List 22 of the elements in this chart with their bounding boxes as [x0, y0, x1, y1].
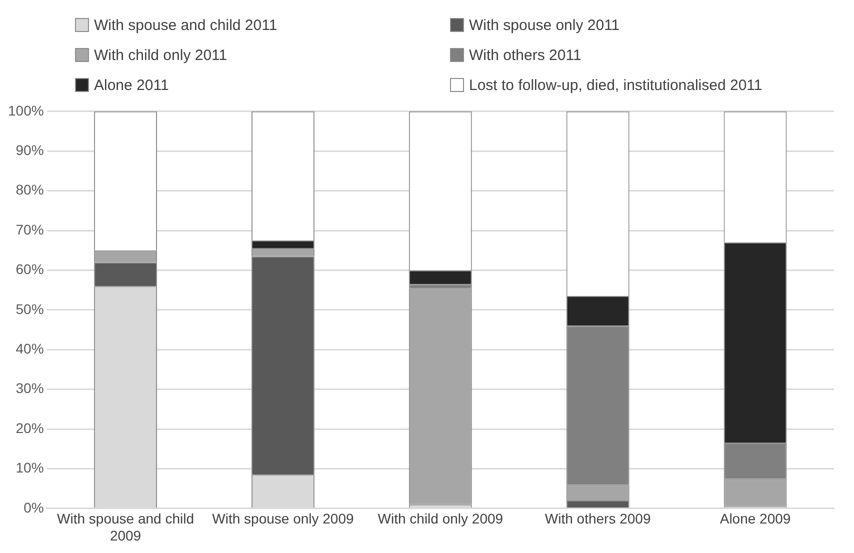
x-tick-label: With spouse only 2009	[212, 510, 354, 527]
x-tick-label: Alone 2009	[720, 510, 791, 527]
legend-label: With child only 2011	[94, 46, 228, 64]
legend-label: Alone 2011	[94, 76, 169, 94]
y-tick-label: 90%	[16, 142, 44, 158]
y-tick-label: 70%	[16, 221, 44, 238]
legend-label: With spouse and child 2011	[94, 16, 278, 34]
x-tick-label: With spouse and child 2009	[57, 510, 194, 544]
legend-label: With spouse only 2011	[469, 16, 620, 34]
x-tick-label: With child only 2009	[378, 510, 504, 527]
y-tick-label: 50%	[16, 300, 44, 317]
y-tick-label: 40%	[16, 340, 44, 356]
legend-label: With others 2011	[469, 46, 582, 64]
y-tick-label: 80%	[16, 182, 44, 198]
series-label: Lost to follow-up, died, institutionalised 2011	[469, 76, 762, 94]
y-tick-label: 20%	[16, 420, 44, 436]
y-tick-label: 0%	[24, 499, 44, 516]
y-tick-label: 30%	[16, 380, 44, 396]
y-tick-label: 60%	[16, 261, 44, 278]
x-tick-label: With others 2009	[544, 510, 651, 527]
y-tick-label: 10%	[16, 460, 44, 476]
y-tick-label: 100%	[8, 102, 44, 118]
